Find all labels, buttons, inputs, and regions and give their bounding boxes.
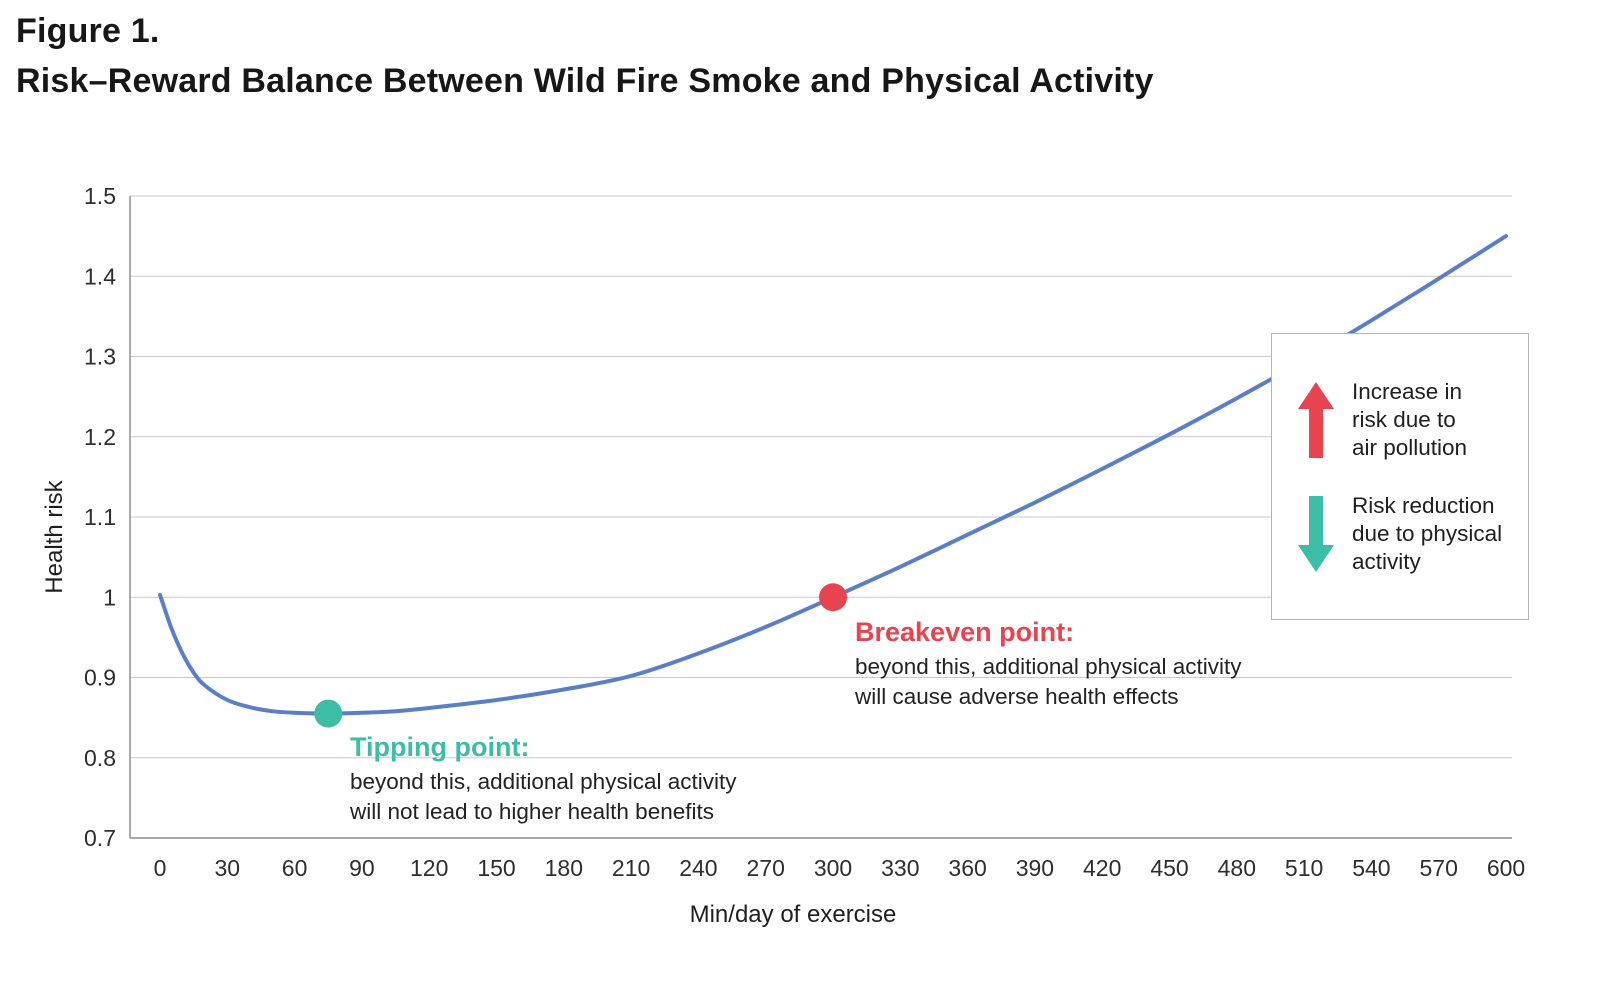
x-tick-label: 570 bbox=[1420, 855, 1458, 881]
figure-title: Risk–Reward Balance Between Wild Fire Sm… bbox=[16, 62, 1154, 100]
x-axis-label: Min/day of exercise bbox=[690, 901, 897, 928]
y-axis-label: Health risk bbox=[41, 479, 68, 593]
x-tick-label: 120 bbox=[410, 855, 448, 881]
x-tick-label: 540 bbox=[1352, 855, 1390, 881]
y-tick-label: 1 bbox=[103, 584, 116, 610]
up-arrow-icon bbox=[1298, 381, 1334, 458]
x-tick-label: 420 bbox=[1083, 855, 1121, 881]
up-arrow-shape bbox=[1298, 381, 1334, 458]
x-tick-label: 300 bbox=[814, 855, 852, 881]
breakeven-point-annotation-body: beyond this, additional physical activit… bbox=[855, 654, 1242, 709]
tipping-point-annotation: Tipping point: beyond this, additional p… bbox=[350, 731, 736, 827]
x-tick-label: 240 bbox=[679, 855, 717, 881]
breakeven-point-annotation-title: Breakeven point: bbox=[855, 617, 1075, 647]
y-tick-label: 1.1 bbox=[84, 504, 116, 530]
y-tick-label: 0.9 bbox=[84, 665, 116, 691]
breakeven-point-marker bbox=[819, 583, 847, 612]
y-tick-label: 1.4 bbox=[84, 263, 116, 289]
legend-box: Increase in risk due to air pollution Ri… bbox=[1271, 333, 1529, 620]
x-tick-label: 30 bbox=[215, 855, 241, 881]
figure-title-block: Figure 1. Risk–Reward Balance Between Wi… bbox=[16, 6, 1154, 106]
x-tick-label: 90 bbox=[349, 855, 375, 881]
y-tick-label: 0.7 bbox=[84, 825, 116, 851]
x-tick-label: 330 bbox=[881, 855, 919, 881]
x-tick-label: 210 bbox=[612, 855, 650, 881]
tipping-point-marker bbox=[314, 699, 343, 728]
legend-item-risk-reduction: Risk reduction due to physical activity bbox=[1298, 492, 1518, 576]
y-tick-label: 0.8 bbox=[84, 745, 116, 771]
down-arrow-icon bbox=[1298, 495, 1334, 572]
x-tick-label: 0 bbox=[154, 855, 167, 881]
legend-item-risk-increase: Increase in risk due to air pollution bbox=[1298, 378, 1518, 462]
y-tick-label: 1.2 bbox=[84, 424, 116, 450]
y-tick-label: 1.3 bbox=[84, 344, 116, 370]
x-tick-label: 150 bbox=[477, 855, 515, 881]
figure-label: Figure 1. bbox=[16, 12, 160, 50]
x-tick-label: 450 bbox=[1150, 855, 1188, 881]
x-tick-label: 390 bbox=[1016, 855, 1054, 881]
x-tick-label: 360 bbox=[948, 855, 986, 881]
x-tick-label: 60 bbox=[282, 855, 308, 881]
tipping-point-annotation-body: beyond this, additional physical activit… bbox=[350, 769, 737, 824]
legend-label-risk-increase: Increase in risk due to air pollution bbox=[1352, 378, 1468, 460]
x-tick-label: 600 bbox=[1487, 855, 1525, 881]
legend-label-risk-reduction: Risk reduction due to physical activity bbox=[1352, 492, 1503, 574]
tipping-point-annotation-title: Tipping point: bbox=[350, 732, 530, 762]
x-tick-label: 480 bbox=[1218, 855, 1256, 881]
y-tick-label: 1.5 bbox=[84, 183, 116, 209]
breakeven-point-annotation: Breakeven point: beyond this, additional… bbox=[855, 616, 1241, 712]
down-arrow-shape bbox=[1298, 495, 1334, 572]
x-tick-label: 180 bbox=[545, 855, 583, 881]
x-tick-label: 270 bbox=[747, 855, 785, 881]
x-tick-label: 510 bbox=[1285, 855, 1323, 881]
risk-curve bbox=[158, 234, 1508, 716]
